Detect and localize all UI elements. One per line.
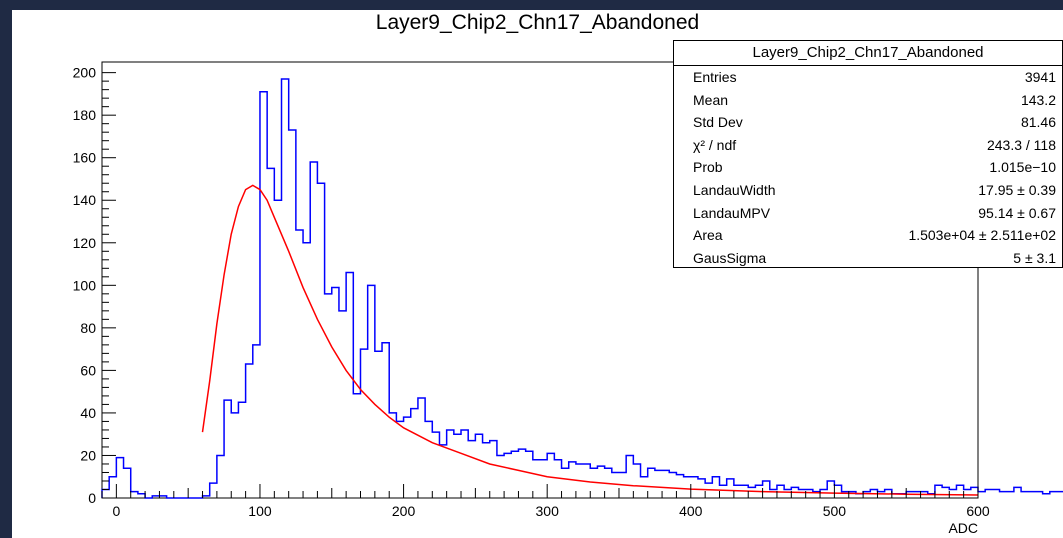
stats-key: Mean	[693, 91, 729, 108]
stats-row: LandauWidth 17.95 ± 0.39	[674, 179, 1062, 202]
stats-key: GausSigma	[693, 249, 767, 266]
x-tick-label: 300	[536, 503, 560, 519]
histogram-canvas: Layer9_Chip2_Chn17_Abandoned 0 20 40 60 80 10…	[12, 10, 1063, 538]
x-tick-label: 100	[248, 503, 272, 519]
stats-value: 3941	[1024, 69, 1056, 85]
x-tick-label: 0	[112, 503, 120, 519]
y-tick-label: 0	[88, 490, 96, 506]
stats-value: 95.14 ± 0.67	[978, 204, 1056, 221]
stats-value: 1.015e−10	[989, 159, 1056, 176]
stats-rows: Entries 3941 Mean 143.2 Std Dev 81.46 χ² / ndf…	[674, 66, 1062, 269]
fit-curve	[201, 184, 979, 496]
y-tick-label: 80	[80, 320, 96, 336]
stats-value: 81.46	[1020, 114, 1056, 131]
y-tick-label: 40	[80, 405, 96, 421]
y-tick-label: 140	[73, 192, 97, 208]
stats-key: χ² / ndf	[693, 136, 737, 153]
plot-area: 0 20 40 60 80 100 120 140 160 180 200 0 100 200 300 400…	[73, 61, 1063, 536]
histogram-series	[101, 78, 1063, 499]
stats-value: 143.2	[1020, 91, 1056, 108]
stats-key: Prob	[693, 159, 723, 176]
x-tick-label: 500	[823, 503, 847, 519]
stats-key: Std Dev	[693, 114, 743, 131]
y-tick-label: 160	[73, 150, 97, 166]
y-tick-label: 120	[73, 235, 97, 251]
stats-value: 5 ± 3.1	[1013, 249, 1056, 266]
stats-row: Area 1.503e+04 ± 2.511e+02	[674, 224, 1062, 247]
stats-key: LandauMPV	[693, 204, 771, 221]
stats-value: 1.503e+04 ± 2.511e+02	[908, 227, 1056, 244]
stats-box: Layer9_Chip2_Chn17_Abandoned Entries 3941…	[673, 40, 1063, 268]
stats-row: LandauMPV 95.14 ± 0.67	[674, 202, 1062, 225]
y-tick-label: 60	[80, 362, 96, 378]
stats-key: Area	[693, 227, 723, 244]
stats-row: Prob 1.015e−10	[674, 156, 1062, 179]
chart-title: Layer9_Chip2_Chn17_Abandoned	[375, 11, 700, 34]
y-tick-label: 200	[73, 65, 97, 81]
y-tick-label: 180	[73, 107, 97, 123]
stats-value: 243.3 / 118	[986, 136, 1056, 153]
plot-frame	[101, 61, 979, 499]
stats-title: Layer9_Chip2_Chn17_Abandoned	[674, 41, 1062, 66]
stats-value: 17.95 ± 0.39	[978, 181, 1056, 198]
stats-row: Std Dev 81.46	[674, 111, 1062, 134]
stats-key: Entries	[693, 69, 737, 85]
x-axis-label: ADC	[948, 520, 978, 536]
stats-row: Entries 3941	[674, 66, 1062, 89]
stats-row: Mean 143.2	[674, 89, 1062, 112]
x-tick-label: 600	[966, 503, 990, 519]
stats-key: LandauWidth	[693, 181, 776, 198]
x-tick-label: 200	[392, 503, 416, 519]
y-tick-label: 100	[73, 277, 97, 293]
y-tick-label: 20	[80, 447, 96, 463]
x-tick-label: 400	[679, 503, 703, 519]
stats-row: GausSigma 5 ± 3.1	[674, 247, 1062, 270]
stats-row: χ² / ndf 243.3 / 118	[674, 134, 1062, 157]
